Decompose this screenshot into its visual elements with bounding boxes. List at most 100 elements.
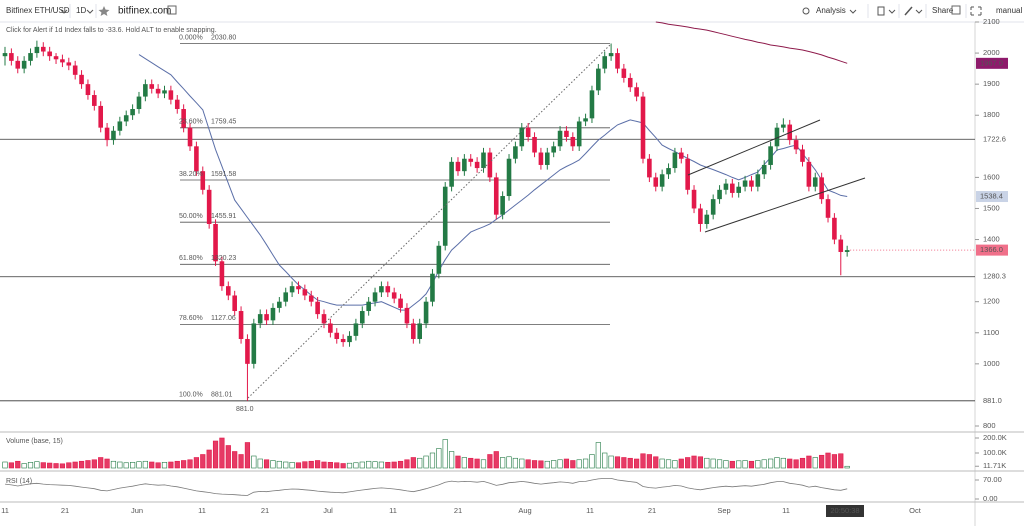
volume-bar: [161, 461, 168, 469]
volume-bar: [334, 462, 340, 469]
x-tick-label: Aug: [518, 506, 531, 515]
volume-bar: [187, 459, 193, 469]
x-tick-label: 11: [586, 506, 594, 515]
candle-body: [653, 177, 659, 187]
candle-body: [761, 164, 767, 175]
candle-body: [468, 158, 474, 162]
candle-body: [92, 95, 97, 106]
eye-icon[interactable]: [802, 7, 810, 15]
volume-bar: [748, 460, 755, 469]
candle-body: [315, 301, 320, 315]
rsi-tick-label: 0.00: [983, 494, 998, 503]
caret[interactable]: [86, 9, 94, 14]
external-icon[interactable]: [167, 5, 177, 15]
volume-bar: [595, 442, 601, 469]
volume-bar: [263, 459, 270, 469]
candle-body: [85, 84, 91, 96]
caret[interactable]: [849, 9, 857, 14]
interval[interactable]: 1D: [76, 6, 86, 15]
analysis-button[interactable]: Analysis: [816, 6, 846, 15]
candle-body: [130, 109, 135, 116]
candle-body: [334, 332, 340, 339]
site-link[interactable]: bitfinex.com: [118, 6, 171, 17]
candle-body: [742, 180, 748, 187]
x-tick-label: Jun: [131, 506, 143, 515]
volume-bar: [149, 461, 155, 469]
candle-body: [825, 199, 831, 218]
candle-body: [557, 130, 563, 147]
volume-bar: [806, 455, 812, 469]
rsi-line: [4, 478, 848, 496]
candle-body: [436, 245, 442, 274]
volume-bar: [723, 460, 729, 469]
y-tick-label: 2000: [983, 48, 1000, 57]
caret[interactable]: [60, 9, 68, 14]
caret[interactable]: [888, 9, 896, 14]
volume-bar: [448, 451, 455, 469]
candle-body: [162, 90, 167, 94]
symbol[interactable]: Bitfinex ETH/USD: [6, 6, 70, 15]
price-marker-label: 1967.0: [980, 58, 1003, 67]
star-icon[interactable]: [98, 6, 110, 16]
candle-body: [545, 152, 550, 165]
fullscreen-icon[interactable]: [970, 6, 982, 16]
volume-bar: [691, 455, 697, 469]
volume-bar: [308, 460, 314, 469]
volume-bar: [525, 459, 531, 469]
candle-body: [640, 96, 646, 159]
candle-body: [474, 161, 480, 169]
volume-bar: [110, 460, 117, 469]
volume-bar: [519, 458, 525, 469]
volume-bar: [181, 460, 187, 469]
candle-body: [774, 127, 780, 147]
countdown: 20:50:38: [830, 506, 859, 515]
candle-body: [251, 323, 257, 364]
candle-body: [238, 311, 244, 339]
volume-tick-label: 11.71K: [983, 461, 1006, 470]
volume-bar: [634, 458, 640, 469]
volume-bar: [436, 448, 442, 469]
volume-bar: [665, 459, 672, 469]
candle-body: [226, 286, 231, 296]
candle-body: [685, 158, 690, 190]
volume-bar: [710, 458, 716, 469]
volume-bar: [302, 461, 308, 469]
volume-bar: [315, 460, 321, 469]
volume-bar: [512, 457, 518, 469]
fib-ratio: 61.80%: [179, 255, 203, 262]
volume-bar: [531, 460, 538, 469]
share-icon[interactable]: [951, 5, 961, 15]
caret[interactable]: [915, 9, 923, 14]
volume-bar: [672, 460, 678, 469]
candle-body: [723, 183, 729, 190]
x-tick-label: 11: [1, 506, 9, 515]
volume-tick-label: 200.0K: [983, 433, 1007, 442]
mode[interactable]: manual: [996, 6, 1022, 15]
candle-body: [391, 292, 397, 299]
x-tick-label: Sep: [717, 506, 730, 515]
indicator-icon[interactable]: [877, 6, 885, 16]
candle-body: [615, 53, 620, 69]
x-tick-label: 11: [782, 506, 790, 515]
candle-body: [487, 152, 493, 178]
hint: Click for Alert if 1d Index falls to -33…: [6, 27, 217, 34]
share-button[interactable]: Share: [932, 6, 954, 15]
volume-bar: [704, 457, 710, 469]
volume-bar: [640, 453, 646, 469]
fib-ratio: 38.20%: [179, 171, 203, 178]
candle-body: [296, 286, 301, 290]
plot: [0, 21, 975, 496]
volume-bar: [576, 459, 582, 469]
volume-bar: [193, 457, 200, 469]
candle-body: [40, 46, 46, 52]
price-marker: [976, 244, 1008, 256]
volume-bar: [117, 461, 123, 469]
candle-body: [698, 208, 703, 224]
volume-bar: [225, 445, 231, 469]
y-tick-label: 1600: [983, 172, 1000, 181]
candle-body: [768, 146, 773, 165]
candle-body: [838, 239, 844, 252]
volume-bar: [66, 462, 72, 469]
candle-body: [347, 335, 352, 343]
pencil-icon[interactable]: [904, 6, 913, 16]
